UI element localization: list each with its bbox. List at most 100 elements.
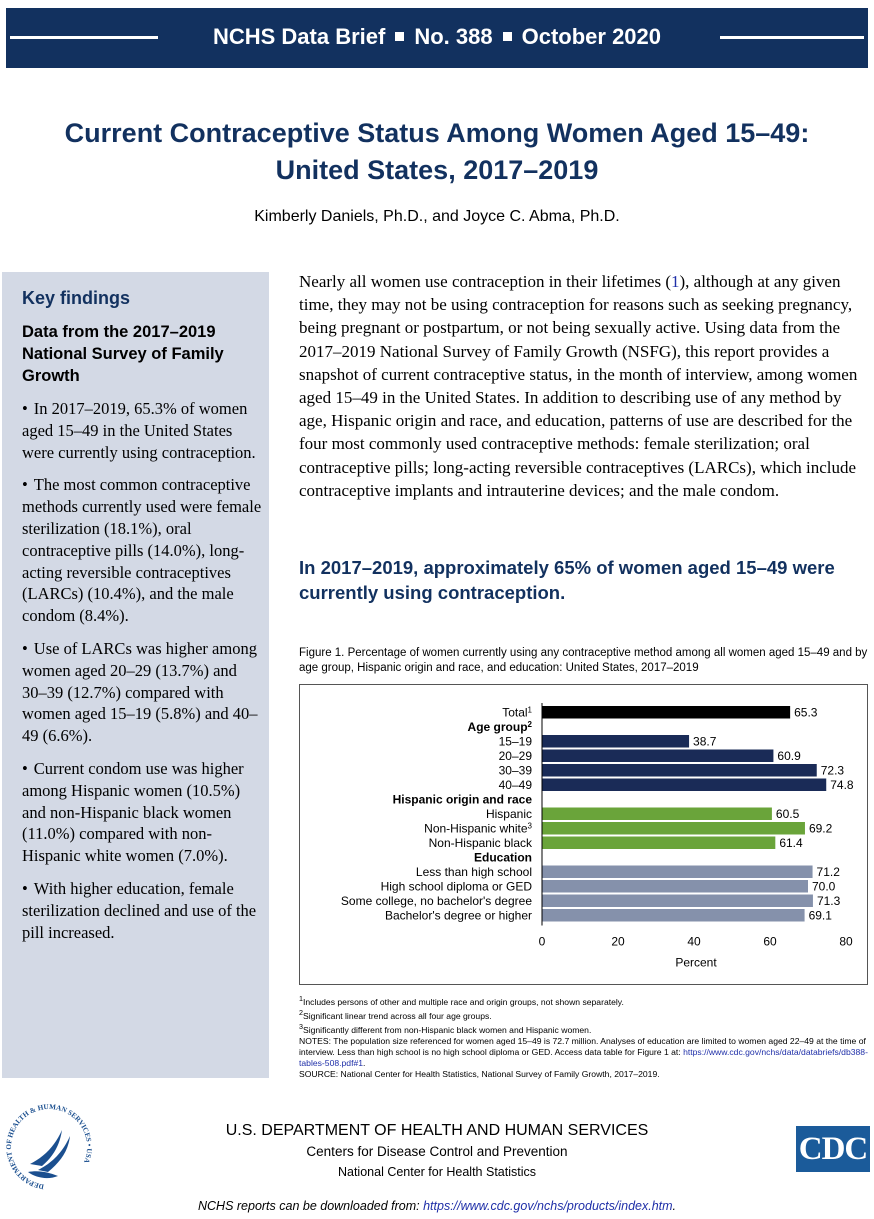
cdc-name: Centers for Disease Control and Preventi… [306,1144,568,1159]
key-finding-item: • With higher education, female steriliza… [22,878,264,943]
note-text: Significantly different from non-Hispani… [302,1024,592,1035]
chart-bar [542,749,774,762]
chart-data-label: 72.3 [821,763,845,777]
key-finding-text: With higher education, female sterilizat… [22,878,257,942]
cdc-logo-icon: CDC [796,1126,870,1172]
note-3: 3Significantly different from non-Hispan… [299,1022,592,1035]
chart-category-label: Non-Hispanic black [429,836,533,850]
bullet: • [22,758,28,778]
hhs-department: U.S. DEPARTMENT OF HEALTH AND HUMAN SERV… [225,1122,649,1139]
chart-bar [542,894,813,907]
intro-text: Nearly all women use contraception in th… [299,272,671,291]
title-line-1: Current Contraceptive Status Among Women… [64,118,810,148]
chart-data-label: 69.1 [809,908,833,922]
notes-text: NOTES: The population size referenced fo… [299,1035,866,1057]
chart-data-label: 69.2 [809,821,833,835]
chart-x-axis-label: Percent [675,956,717,970]
chart-data-label: 70.0 [812,879,836,893]
chart-bar [542,822,805,835]
figure-caption: Figure 1. Percentage of women currently … [299,647,868,674]
chart-bar [542,836,776,849]
chart-data-label: 60.9 [777,749,801,763]
figure-notes: 1Includes persons of other and multiple … [299,994,869,1080]
chart-data-label: 65.3 [794,705,818,719]
banner-rule-right [720,36,864,39]
nchs-name: National Center for Health Statistics [337,1165,536,1179]
key-findings-list: • In 2017–2019, 65.3% of women aged 15–49… [22,398,264,954]
chart-bar [542,735,690,748]
bullet: • [22,399,28,418]
header-banner: NCHS Data Brief No. 388 October 2020 [6,8,868,68]
key-finding-item: • The most common contraceptive methods c… [22,474,264,627]
key-finding-item: • Use of LARCs was higher among women age… [22,638,264,747]
authors: Kimberly Daniels, Ph.D., and Joyce C. Ab… [254,208,620,225]
banner-date: October 2020 [521,24,662,49]
key-findings-heading: Key findings [22,288,131,308]
key-findings-subheading: Data from the 2017–2019 National Survey … [22,323,224,385]
chart-data-label: 61.4 [779,836,803,850]
chart-category-label: Bachelor's degree or higher [385,908,532,922]
chart-bar [542,865,813,878]
chart-bar [542,706,791,719]
chart-data-label: 71.3 [817,894,841,908]
chart-bar [542,909,805,922]
title-line-2: United States, 2017–2019 [275,155,599,185]
chart-category-label: Non-Hispanic white3 [424,821,532,836]
chart-category-label: 40–49 [499,778,533,792]
intro-text: ), although at any given time, they may … [299,272,858,500]
chart-category-label: 15–19 [499,734,533,748]
data-table-link[interactable]: https://www.cdc.gov/nchs/data/databriefs… [299,1046,868,1069]
banner-rule-left [10,36,158,39]
chart-data-label: 60.5 [776,807,800,821]
chart-category-label: Total1 [502,705,532,720]
chart-tick-label: 20 [611,935,625,949]
chart-tick-label: 60 [763,935,777,949]
bullet: • [22,475,28,495]
intro-paragraph: Nearly all women use contraception in th… [299,270,865,502]
chart-tick-label: 40 [687,935,701,949]
chart-tick-label: 80 [839,935,853,949]
chart-category-label: Some college, no bachelor's degree [341,894,532,908]
page-title: Current Contraceptive Status Among Women… [0,115,874,189]
banner-square-bullet [395,32,405,41]
figure-1-chart: Total1 65.3 Age group2 15–19 38.7 20–29 60.9 30… [299,684,868,985]
banner-number: No. 388 [414,24,493,49]
notes-paragraph: NOTES: The population size referenced fo… [299,1035,868,1069]
note-2: 2Significant linear trend across all fou… [299,1008,492,1021]
chart-category-label: Hispanic [486,807,532,821]
download-footer: NCHS reports can be downloaded from: htt… [197,1199,677,1213]
chart-category-label: High school diploma or GED [381,879,533,893]
chart-group-header: Hispanic origin and race [393,792,533,806]
chart-bar [542,778,827,791]
key-finding-text: In 2017–2019, 65.3% of women aged 15–49 … [22,399,256,462]
key-finding-text: Use of LARCs was higher among women aged… [22,638,258,746]
chart-data-label: 71.2 [817,865,841,879]
note-text: Significant linear trend across all four… [302,1010,492,1021]
download-text: NCHS reports can be downloaded from: [197,1199,424,1213]
chart-data-label: 74.8 [830,778,854,792]
chart-group-header: Education [474,850,532,864]
key-findings-sidebar: Key findings Data from the 2017–2019 Nat… [2,272,269,1078]
banner-square-bullet [502,32,512,41]
chart-bar [542,880,808,893]
chart-data-label: 38.7 [693,734,717,748]
chart-tick-label: 0 [539,935,546,949]
note-text: Includes persons of other and multiple r… [302,996,624,1007]
chart-group-header: Age group2 [468,719,533,734]
section-heading: In 2017–2019, approximately 65% of women… [299,557,835,603]
products-link[interactable]: https://www.cdc.gov/nchs/products/index.… [423,1199,673,1213]
chart-category-label: Less than high school [416,865,532,879]
chart-bar [542,764,817,777]
note-1: 1Includes persons of other and multiple … [299,995,624,1007]
chart-category-label: 30–39 [499,763,533,777]
chart-bar [542,807,772,820]
hhs-seal-icon: DEPARTMENT OF HEALTH & HUMAN SERVICES • … [5,1103,93,1191]
key-finding-item: • Current condom use was higher among His… [22,758,264,867]
source-line: SOURCE: National Center for Health Stati… [299,1069,660,1080]
key-finding-text: Current condom use was higher among Hisp… [22,758,244,866]
chart-category-label: 20–29 [499,749,533,763]
reference-link[interactable]: 1 [670,272,680,291]
key-finding-text: The most common contraceptive methods cu… [22,475,262,626]
key-finding-item: • In 2017–2019, 65.3% of women aged 15–49… [22,398,264,463]
